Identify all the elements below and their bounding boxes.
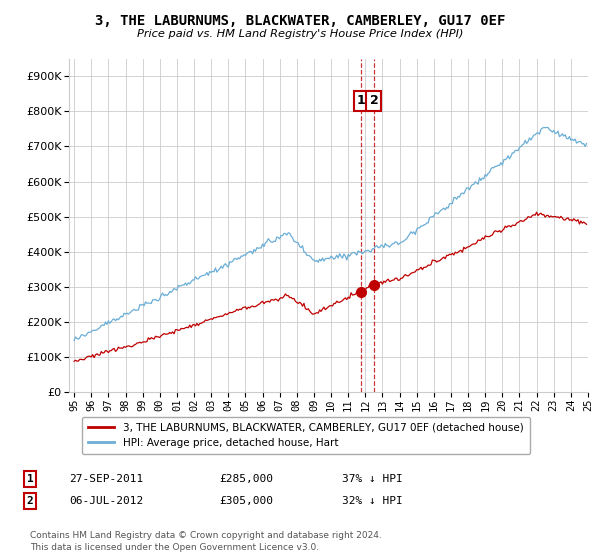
Text: £305,000: £305,000 <box>219 496 273 506</box>
Text: 37% ↓ HPI: 37% ↓ HPI <box>342 474 403 484</box>
Text: 2: 2 <box>370 95 378 108</box>
Text: 1: 1 <box>26 474 34 484</box>
Text: 1: 1 <box>356 95 365 108</box>
Text: 32% ↓ HPI: 32% ↓ HPI <box>342 496 403 506</box>
Text: 3, THE LABURNUMS, BLACKWATER, CAMBERLEY, GU17 0EF: 3, THE LABURNUMS, BLACKWATER, CAMBERLEY,… <box>95 14 505 28</box>
Text: Contains HM Land Registry data © Crown copyright and database right 2024.
This d: Contains HM Land Registry data © Crown c… <box>30 531 382 552</box>
Text: Price paid vs. HM Land Registry's House Price Index (HPI): Price paid vs. HM Land Registry's House … <box>137 29 463 39</box>
Text: £285,000: £285,000 <box>219 474 273 484</box>
Legend: 3, THE LABURNUMS, BLACKWATER, CAMBERLEY, GU17 0EF (detached house), HPI: Average: 3, THE LABURNUMS, BLACKWATER, CAMBERLEY,… <box>82 417 530 454</box>
Text: 2: 2 <box>26 496 34 506</box>
Text: 27-SEP-2011: 27-SEP-2011 <box>69 474 143 484</box>
Text: 06-JUL-2012: 06-JUL-2012 <box>69 496 143 506</box>
